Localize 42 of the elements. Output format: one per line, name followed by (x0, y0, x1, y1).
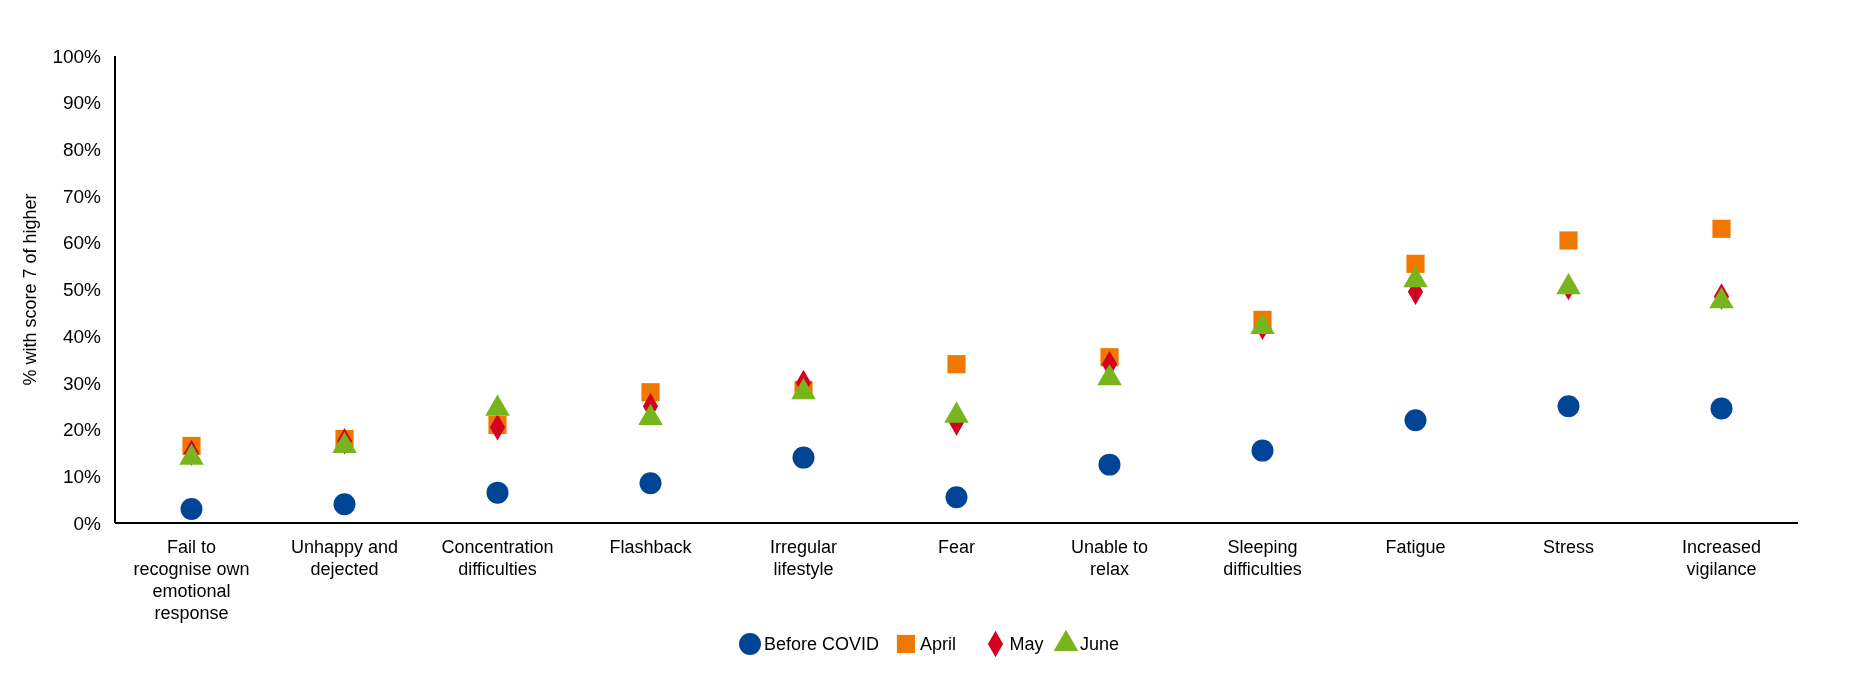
x-tick-label: Fear (937, 537, 976, 557)
y-tick-label: 10% (62, 465, 102, 487)
y-tick-label: 30% (62, 372, 102, 394)
point (486, 481, 509, 504)
y-tick-label: 20% (62, 419, 102, 441)
y-tick-label: 90% (62, 92, 102, 114)
x-tick-label: Flashback (609, 537, 693, 557)
point (945, 486, 968, 509)
y-axis-title: % with score 7 of higher (20, 193, 40, 386)
point (1712, 219, 1731, 238)
point (1557, 395, 1580, 418)
y-tick-label: 0% (73, 512, 102, 534)
point (1251, 439, 1274, 462)
point (947, 355, 966, 374)
point (1710, 397, 1733, 420)
x-tick-label: Fatigue (1385, 537, 1446, 557)
x-tick-label: Stress (1542, 537, 1595, 557)
y-tick-label: 50% (62, 279, 102, 301)
x-tick-label: Unable to relax (1070, 537, 1149, 579)
x-tick-label: Increased vigilance (1681, 537, 1762, 579)
x-tick-label: Irregular lifestyle (769, 537, 838, 579)
point (1404, 409, 1427, 432)
point (333, 493, 356, 516)
y-tick-label: 80% (62, 139, 102, 161)
point (1098, 453, 1121, 476)
point (639, 472, 662, 495)
y-tick-label: 40% (62, 325, 102, 347)
legend-label: Before COVID (764, 634, 880, 654)
y-tick-label: 70% (62, 185, 102, 207)
point (1406, 254, 1425, 273)
point (1559, 231, 1578, 250)
x-tick-label: Unhappy and dejected (290, 537, 399, 579)
point (180, 498, 203, 520)
point (792, 446, 815, 469)
legend-label: May (1009, 634, 1044, 654)
x-tick-label: Sleeping difficulties (1223, 537, 1302, 579)
legend-label: June (1080, 634, 1120, 654)
x-tick-label: Fail to recognise own emotional response (133, 537, 250, 623)
y-tick-label: 100% (52, 45, 102, 67)
x-tick-label: Concentration difficulties (441, 537, 554, 579)
y-tick-label: 60% (62, 232, 102, 254)
legend-label: April (920, 634, 957, 654)
